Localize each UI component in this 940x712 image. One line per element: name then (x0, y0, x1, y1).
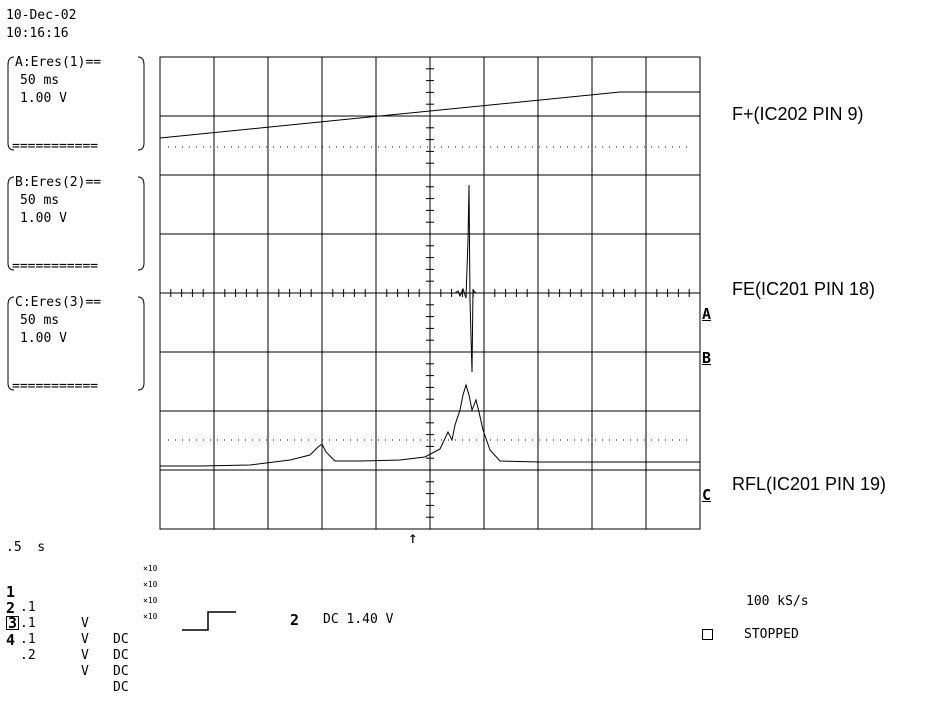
channel-1-probe: ×10 (143, 564, 158, 573)
ref-marker-c: C (702, 486, 712, 504)
channel-3-settings[interactable]: 3 .1 V DC ×10 (6, 597, 157, 679)
channel-1-value: .1 (20, 600, 36, 615)
ref-marker-b: B (702, 349, 712, 367)
trace-c-voltdiv: 1.00 V (20, 331, 67, 346)
trace-a-voltdiv: 1.00 V (20, 91, 67, 106)
trigger-level: DC 1.40 V (323, 612, 394, 627)
trace-b-voltdiv: 1.00 V (20, 211, 67, 226)
trace-a-frame (7, 56, 145, 151)
trace-c-frame (7, 296, 145, 391)
trace-c-box[interactable]: C:Eres(3)== 50 ms 1.00 V =========== (6, 295, 146, 394)
trace-f-plus (159, 91, 700, 139)
channel-1-number: 1 (6, 583, 16, 601)
trace-b-title: B:Eres(2)== (15, 175, 102, 190)
trace-b-frame (7, 176, 145, 271)
channel-1-settings[interactable]: 1 .1 V DC ×10 (6, 565, 157, 648)
channel-1-unit: V (81, 616, 89, 631)
trace-a-timediv: 50 ms (20, 73, 60, 88)
trigger-edge-icon (182, 611, 236, 631)
trace-a-box[interactable]: A:Eres(1)== 50 ms 1.00 V =========== (6, 55, 146, 154)
channel-3-coupling: DC (113, 664, 129, 679)
channel-2-settings[interactable]: 2 .1 V DC ×10 (6, 581, 157, 664)
trace-fe (160, 184, 700, 373)
channel-3-unit: V (81, 648, 89, 663)
sample-rate: 100 kS/s (746, 594, 809, 609)
channel-4-coupling: DC (113, 680, 129, 695)
channel-4-settings[interactable]: 4 .2 V DC ×10 (6, 613, 157, 696)
channel-2-probe: ×10 (143, 580, 158, 589)
channel-3-probe: ×10 (143, 596, 158, 605)
signal-label-fe: FE(IC201 PIN 18) (732, 279, 876, 299)
trace-b-timediv: 50 ms (20, 193, 60, 208)
trace-c-footer: =========== (12, 379, 99, 394)
signal-label-f-plus: F+(IC202 PIN 9) (732, 104, 864, 124)
trace-c-title: C:Eres(3)== (15, 295, 102, 310)
date-label: 10-Dec-02 (6, 8, 77, 23)
trace-c-timediv: 50 ms (20, 313, 60, 328)
channel-2-unit: V (81, 632, 89, 647)
channel-4-number: 4 (6, 631, 16, 649)
signal-label-rfl: RFL(IC201 PIN 19) (732, 474, 887, 494)
scope-screen[interactable] (0, 0, 940, 653)
trace-a-footer: =========== (12, 139, 99, 154)
channel-2-number: 2 (6, 599, 16, 617)
channel-1-coupling: DC (113, 632, 129, 647)
ref-marker-a: A (702, 305, 712, 323)
channel-4-unit: V (81, 664, 89, 679)
acquisition-status: STOPPED (744, 627, 799, 642)
timebase-label: .5 s (6, 540, 46, 555)
trace-a-title: A:Eres(1)== (15, 55, 102, 70)
channel-3-number: 3 (6, 614, 20, 632)
channel-3-value: .1 (20, 632, 36, 647)
channel-2-value: .1 (20, 616, 36, 631)
status-indicator-icon (702, 629, 713, 640)
channel-4-probe: ×10 (143, 612, 158, 621)
trace-b-footer: =========== (12, 259, 99, 274)
time-label: 10:16:16 (6, 26, 69, 41)
trace-rfl (160, 383, 700, 467)
trigger-channel: 2 (290, 611, 300, 629)
channel-4-value: .2 (20, 648, 36, 663)
trigger-position-arrow: ↑ (408, 528, 418, 547)
trace-b-box[interactable]: B:Eres(2)== 50 ms 1.00 V =========== (6, 175, 146, 274)
channel-2-coupling: DC (113, 648, 129, 663)
